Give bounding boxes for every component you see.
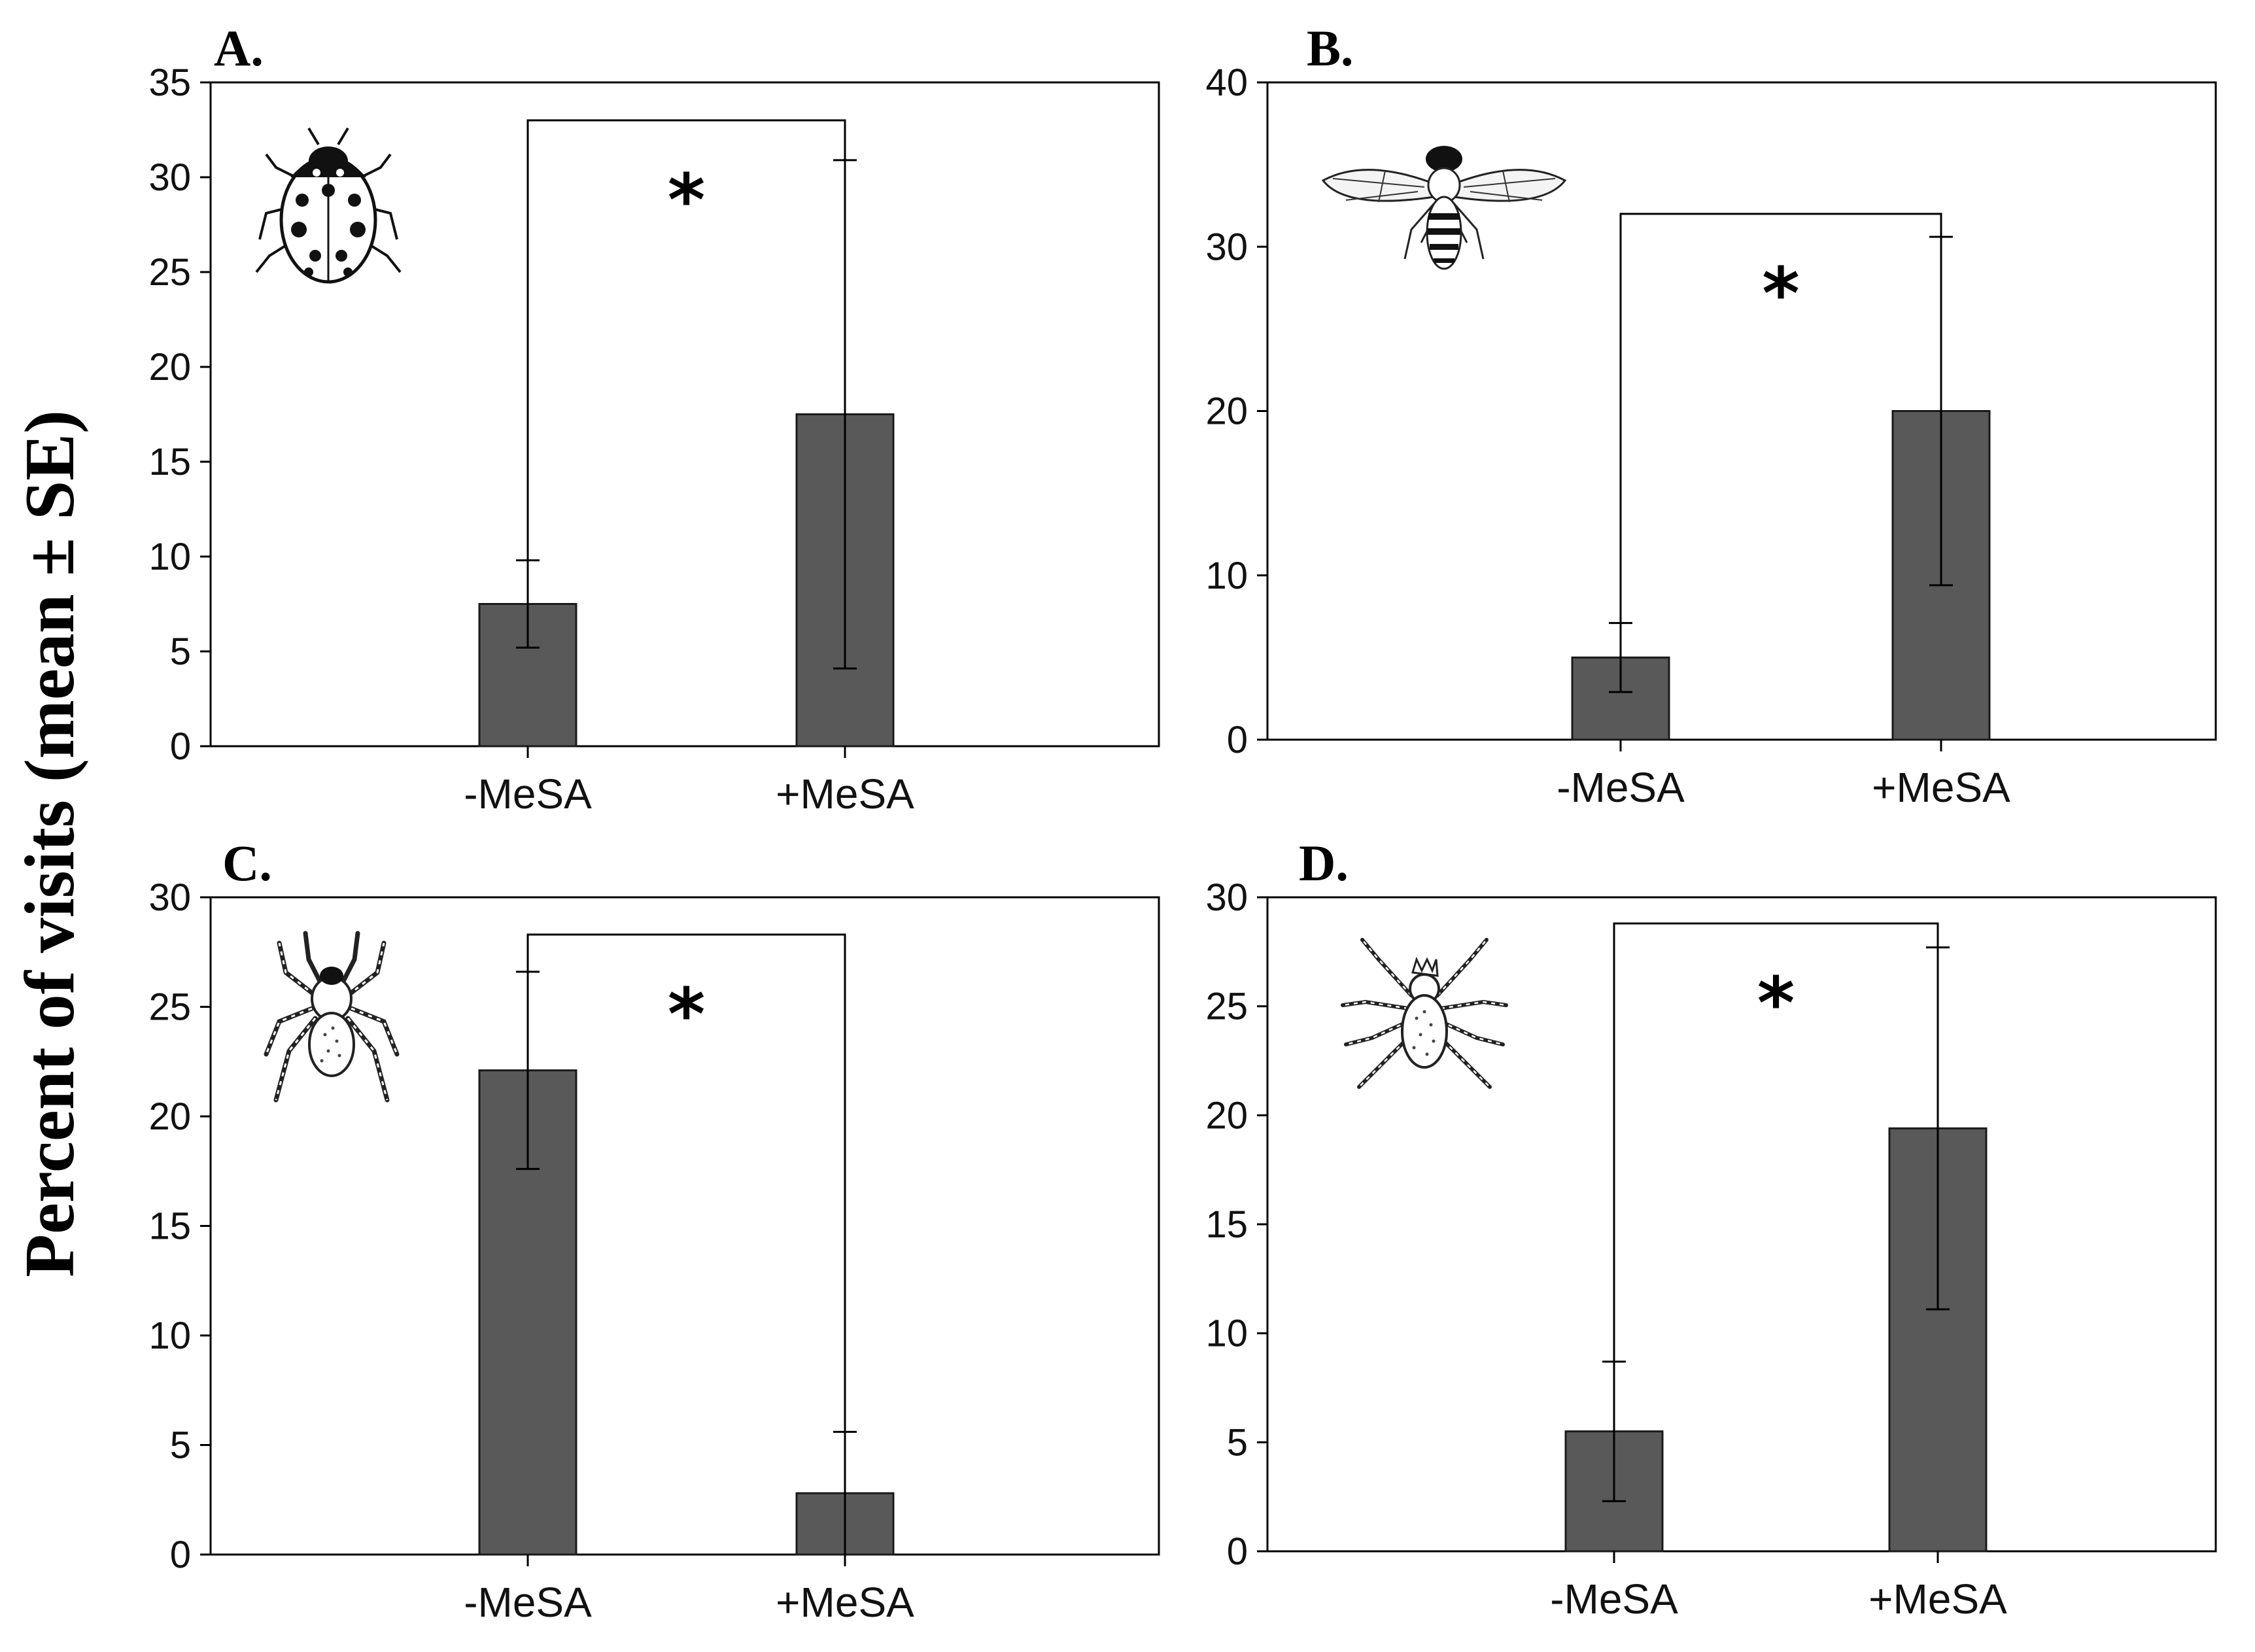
y-tick-label: 15 xyxy=(148,1205,191,1248)
x-category-label: -MeSA xyxy=(464,1579,592,1626)
y-tick-label: 35 xyxy=(148,61,191,104)
x-category-label: -MeSA xyxy=(1557,764,1685,811)
y-tick-label: 30 xyxy=(1205,226,1248,268)
x-category-label: -MeSA xyxy=(464,770,592,817)
panel-letter: B. xyxy=(1307,20,1354,77)
significance-bracket xyxy=(526,933,846,1432)
y-tick-label: 10 xyxy=(1205,555,1248,597)
y-tick-label: 20 xyxy=(148,346,191,388)
ladybug-icon xyxy=(255,127,402,284)
significance-bracket xyxy=(1613,922,1939,1362)
hoverfly-icon xyxy=(1321,146,1567,270)
significance-bracket xyxy=(1619,213,1942,623)
y-tick-label: 10 xyxy=(1205,1313,1248,1355)
significance-star: * xyxy=(1762,252,1800,336)
x-category-label: +MeSA xyxy=(1872,764,2010,811)
significance-bracket xyxy=(526,119,846,560)
y-tick-label: 30 xyxy=(148,876,191,919)
mite-spider-icon xyxy=(1341,938,1508,1089)
y-tick-label: 5 xyxy=(170,630,191,673)
y-tick-label: 30 xyxy=(1205,876,1248,919)
panel-a: A. 0 5 10 15 20 25 30 35 -MeSA +MeSA * xyxy=(148,20,1160,817)
panel-letter: D. xyxy=(1299,835,1349,891)
y-tick-label: 5 xyxy=(170,1424,191,1467)
panel-letter: A. xyxy=(214,20,264,77)
significance-star: * xyxy=(668,972,706,1056)
y-tick-label: 0 xyxy=(170,725,191,768)
y-tick-label: 10 xyxy=(148,536,191,578)
y-tick-label: 25 xyxy=(1205,986,1248,1028)
y-tick-label: 20 xyxy=(1205,1094,1248,1137)
y-tick-label: 20 xyxy=(148,1095,191,1138)
y-tick-label: 25 xyxy=(148,251,191,294)
x-category-label: +MeSA xyxy=(1868,1575,2007,1623)
y-tick-label: 40 xyxy=(1205,61,1248,104)
y-tick-label: 30 xyxy=(148,156,191,199)
y-tick-label: 25 xyxy=(148,986,191,1029)
panel-letter: C. xyxy=(222,835,272,891)
y-tick-label: 15 xyxy=(148,441,191,483)
y-tick-label: 20 xyxy=(1205,390,1248,433)
significance-star: * xyxy=(668,158,706,242)
significance-star: * xyxy=(1757,961,1795,1045)
x-category-label: -MeSA xyxy=(1550,1575,1678,1623)
y-tick-label: 0 xyxy=(170,1534,191,1576)
y-tick-label: 15 xyxy=(1205,1203,1248,1246)
x-category-label: +MeSA xyxy=(776,1579,914,1626)
y-tick-label: 5 xyxy=(1227,1421,1248,1464)
y-axis-label: Percent of visits (mean ± SE) xyxy=(11,410,89,1277)
y-tick-label: 0 xyxy=(1227,1530,1248,1573)
y-tick-label: 0 xyxy=(1227,719,1248,761)
y-tick-label: 10 xyxy=(148,1315,191,1357)
panel-b: B. 0 10 20 30 40 -MeSA +MeSA * xyxy=(1205,20,2217,811)
panel-c: C. 0 5 10 15 20 25 30 -MeSA +MeSA * xyxy=(148,835,1160,1626)
spider-icon xyxy=(264,931,400,1103)
plot-frame xyxy=(209,81,1160,748)
x-category-label: +MeSA xyxy=(776,770,914,817)
